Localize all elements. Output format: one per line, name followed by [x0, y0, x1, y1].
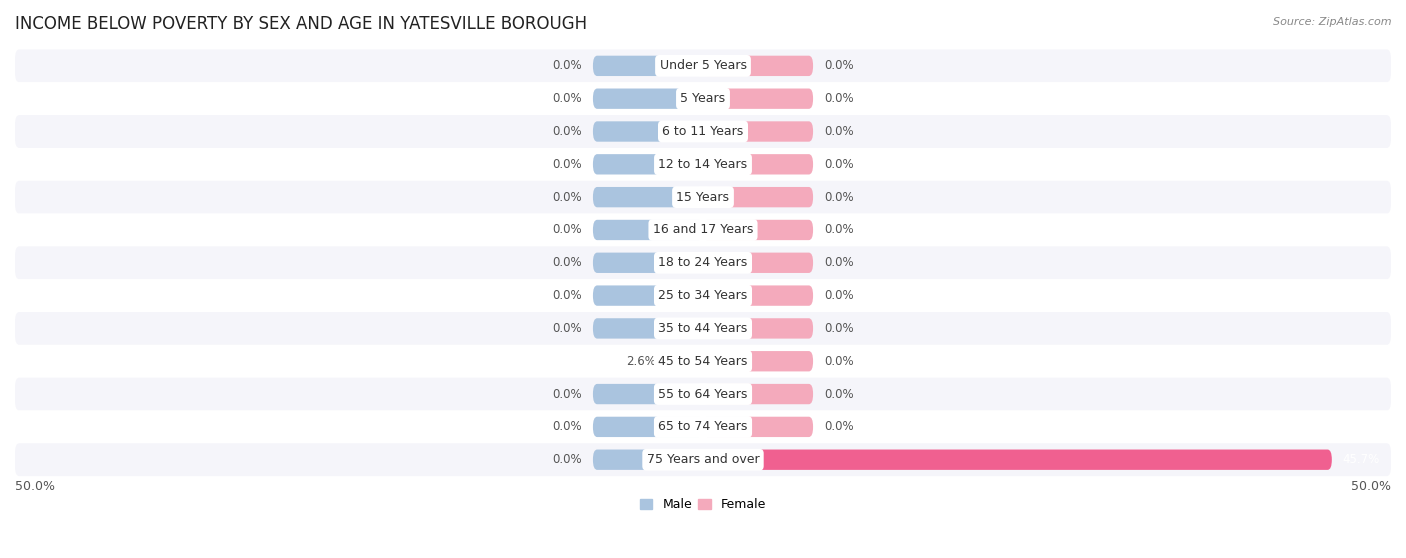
Text: 2.6%: 2.6%: [626, 355, 657, 368]
FancyBboxPatch shape: [15, 312, 1391, 345]
FancyBboxPatch shape: [593, 450, 703, 470]
FancyBboxPatch shape: [15, 214, 1391, 247]
Text: 0.0%: 0.0%: [824, 92, 853, 105]
Text: 16 and 17 Years: 16 and 17 Years: [652, 223, 754, 237]
Text: 65 to 74 Years: 65 to 74 Years: [658, 420, 748, 434]
Text: 75 Years and over: 75 Years and over: [647, 453, 759, 466]
FancyBboxPatch shape: [15, 443, 1391, 476]
Text: 0.0%: 0.0%: [553, 322, 582, 335]
Text: 0.0%: 0.0%: [553, 125, 582, 138]
FancyBboxPatch shape: [15, 411, 1391, 443]
FancyBboxPatch shape: [703, 286, 813, 306]
FancyBboxPatch shape: [703, 351, 813, 372]
Text: 0.0%: 0.0%: [824, 289, 853, 302]
Text: 0.0%: 0.0%: [824, 223, 853, 237]
Text: 0.0%: 0.0%: [824, 388, 853, 401]
FancyBboxPatch shape: [15, 82, 1391, 115]
FancyBboxPatch shape: [703, 417, 813, 437]
Text: 0.0%: 0.0%: [553, 453, 582, 466]
Text: 0.0%: 0.0%: [824, 322, 853, 335]
Text: 0.0%: 0.0%: [824, 125, 853, 138]
Text: 0.0%: 0.0%: [824, 355, 853, 368]
Text: 0.0%: 0.0%: [824, 256, 853, 270]
FancyBboxPatch shape: [593, 89, 703, 109]
Text: 15 Years: 15 Years: [676, 191, 730, 204]
Text: 0.0%: 0.0%: [553, 420, 582, 434]
Text: Under 5 Years: Under 5 Years: [659, 59, 747, 73]
Legend: Male, Female: Male, Female: [636, 493, 770, 516]
FancyBboxPatch shape: [15, 181, 1391, 214]
Text: 50.0%: 50.0%: [1351, 480, 1391, 493]
Text: 0.0%: 0.0%: [553, 92, 582, 105]
Text: 0.0%: 0.0%: [553, 388, 582, 401]
Text: 0.0%: 0.0%: [553, 191, 582, 204]
FancyBboxPatch shape: [593, 154, 703, 175]
Text: 0.0%: 0.0%: [824, 191, 853, 204]
FancyBboxPatch shape: [15, 115, 1391, 148]
FancyBboxPatch shape: [593, 417, 703, 437]
FancyBboxPatch shape: [15, 148, 1391, 181]
Text: 45 to 54 Years: 45 to 54 Years: [658, 355, 748, 368]
FancyBboxPatch shape: [15, 345, 1391, 378]
Text: 18 to 24 Years: 18 to 24 Years: [658, 256, 748, 270]
FancyBboxPatch shape: [15, 50, 1391, 82]
Text: 6 to 11 Years: 6 to 11 Years: [662, 125, 744, 138]
FancyBboxPatch shape: [668, 351, 703, 372]
Text: INCOME BELOW POVERTY BY SEX AND AGE IN YATESVILLE BOROUGH: INCOME BELOW POVERTY BY SEX AND AGE IN Y…: [15, 15, 588, 33]
FancyBboxPatch shape: [15, 247, 1391, 279]
FancyBboxPatch shape: [703, 187, 813, 208]
Text: 5 Years: 5 Years: [681, 92, 725, 105]
FancyBboxPatch shape: [593, 384, 703, 404]
Text: 45.7%: 45.7%: [1343, 453, 1381, 466]
FancyBboxPatch shape: [703, 89, 813, 109]
FancyBboxPatch shape: [593, 220, 703, 240]
Text: 0.0%: 0.0%: [553, 158, 582, 171]
FancyBboxPatch shape: [703, 154, 813, 175]
FancyBboxPatch shape: [703, 56, 813, 76]
Text: 0.0%: 0.0%: [553, 289, 582, 302]
FancyBboxPatch shape: [15, 279, 1391, 312]
FancyBboxPatch shape: [703, 318, 813, 339]
FancyBboxPatch shape: [703, 450, 1331, 470]
Text: 0.0%: 0.0%: [553, 256, 582, 270]
FancyBboxPatch shape: [703, 121, 813, 142]
Text: 25 to 34 Years: 25 to 34 Years: [658, 289, 748, 302]
FancyBboxPatch shape: [593, 253, 703, 273]
Text: 12 to 14 Years: 12 to 14 Years: [658, 158, 748, 171]
FancyBboxPatch shape: [593, 56, 703, 76]
Text: 50.0%: 50.0%: [15, 480, 55, 493]
Text: 0.0%: 0.0%: [824, 59, 853, 73]
FancyBboxPatch shape: [593, 286, 703, 306]
Text: 55 to 64 Years: 55 to 64 Years: [658, 388, 748, 401]
FancyBboxPatch shape: [703, 384, 813, 404]
Text: 0.0%: 0.0%: [553, 223, 582, 237]
FancyBboxPatch shape: [703, 220, 813, 240]
Text: 0.0%: 0.0%: [824, 420, 853, 434]
FancyBboxPatch shape: [703, 253, 813, 273]
FancyBboxPatch shape: [15, 378, 1391, 411]
FancyBboxPatch shape: [593, 187, 703, 208]
Text: 0.0%: 0.0%: [824, 158, 853, 171]
Text: Source: ZipAtlas.com: Source: ZipAtlas.com: [1274, 17, 1392, 27]
Text: 35 to 44 Years: 35 to 44 Years: [658, 322, 748, 335]
FancyBboxPatch shape: [593, 318, 703, 339]
Text: 0.0%: 0.0%: [553, 59, 582, 73]
FancyBboxPatch shape: [593, 121, 703, 142]
